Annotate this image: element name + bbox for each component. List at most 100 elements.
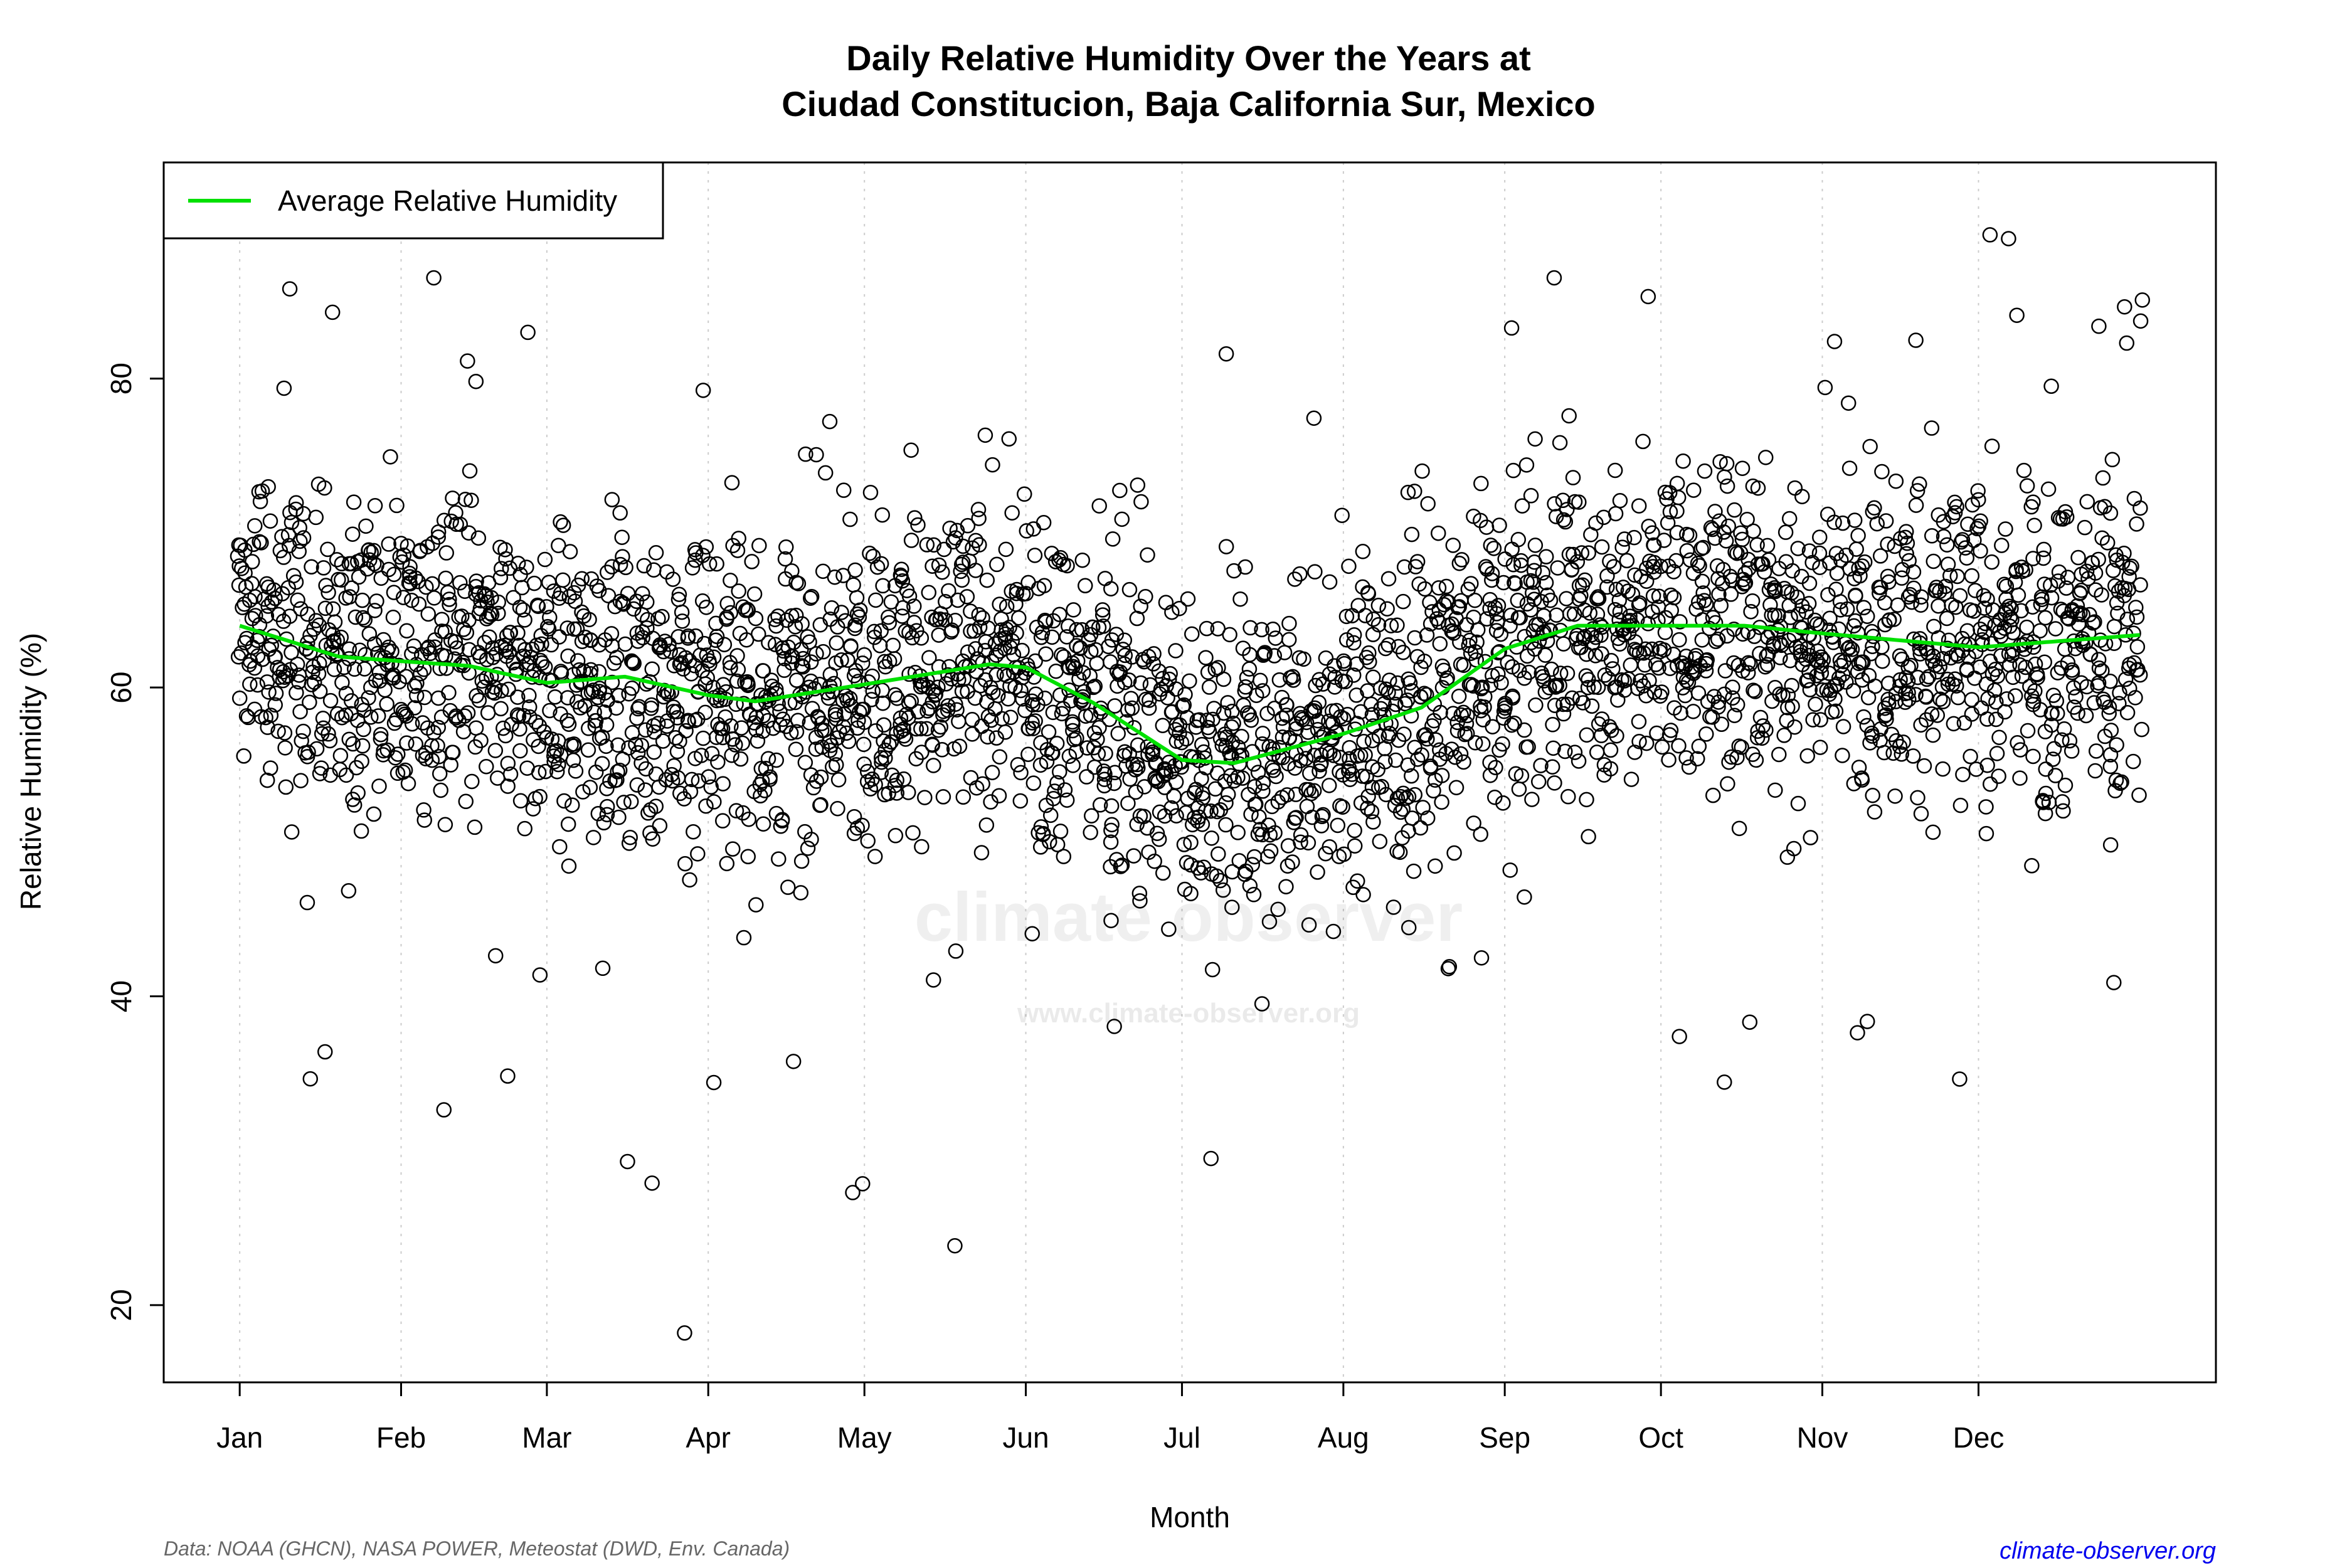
data-point [2043, 590, 2060, 606]
data-point [1045, 745, 1061, 761]
data-point [1627, 744, 1643, 760]
data-point [406, 678, 423, 694]
data-point [1087, 678, 1103, 694]
data-point [934, 742, 950, 758]
data-point [1698, 726, 1714, 742]
data-point [1391, 638, 1406, 655]
data-point [1122, 771, 1138, 787]
data-point [437, 817, 453, 832]
data-point [2025, 748, 2041, 765]
data-point [1719, 478, 1735, 494]
data-point [1852, 568, 1868, 584]
data-point [771, 851, 787, 867]
data-point [320, 726, 336, 742]
data-point [1293, 834, 1308, 850]
data-point [1877, 700, 1893, 716]
data-point [396, 547, 412, 563]
data-point [1691, 738, 1707, 755]
data-point [1216, 671, 1232, 687]
data-point [376, 743, 391, 759]
data-point [1929, 707, 1946, 723]
data-point [1784, 698, 1800, 714]
data-point [698, 798, 714, 814]
data-point [1761, 552, 1777, 568]
data-point [1533, 758, 1549, 773]
data-point [1671, 632, 1687, 648]
data-point [325, 601, 341, 617]
data-point [302, 1071, 319, 1087]
data-point [1622, 608, 1638, 624]
data-point [1835, 748, 1850, 763]
data-point [914, 839, 930, 855]
data-point [430, 529, 447, 545]
data-point [1253, 672, 1268, 689]
data-point [1841, 639, 1858, 655]
data-point [992, 596, 1007, 612]
data-point [2102, 673, 2118, 689]
data-point [282, 608, 298, 624]
data-point [2018, 562, 2033, 578]
data-point [1243, 712, 1259, 728]
data-point [1092, 797, 1108, 813]
data-point [875, 578, 891, 594]
data-point [1771, 746, 1787, 763]
data-point [1201, 679, 1217, 695]
site-link[interactable]: climate-observer.org [2000, 1538, 2216, 1564]
data-point [411, 596, 427, 612]
data-point [252, 494, 268, 509]
data-point [678, 723, 694, 739]
data-point [1803, 830, 1818, 845]
data-point [577, 698, 593, 714]
data-point [288, 495, 304, 511]
data-point [291, 543, 307, 559]
data-point [452, 575, 468, 591]
data-point [1559, 665, 1576, 681]
data-point [245, 554, 260, 569]
data-point [1833, 658, 1849, 674]
data-point [484, 684, 501, 700]
data-point [1859, 608, 1875, 625]
data-point [1379, 601, 1395, 617]
data-point [1047, 783, 1062, 799]
data-point [2062, 733, 2078, 749]
data-point [1469, 634, 1485, 650]
data-point [1254, 736, 1271, 752]
data-point [740, 849, 756, 865]
data-point [724, 747, 739, 763]
data-point [1287, 810, 1303, 826]
data-point [2057, 777, 2074, 793]
data-point [460, 353, 475, 369]
data-point [2047, 768, 2063, 783]
data-point [856, 647, 872, 663]
data-point [1027, 653, 1043, 669]
data-point [312, 766, 328, 781]
plot-frame [162, 161, 2217, 1384]
data-point [1679, 543, 1695, 559]
data-point [510, 625, 526, 641]
data-point [317, 1044, 333, 1060]
data-point [1641, 518, 1656, 534]
data-point [1644, 641, 1660, 657]
data-point [1661, 752, 1677, 768]
data-point [1266, 763, 1281, 778]
data-point [1717, 1074, 1732, 1090]
data-point [1913, 597, 1929, 613]
data-point [1538, 549, 1554, 564]
data-point [415, 748, 431, 763]
data-point [906, 615, 922, 630]
data-point [2038, 761, 2054, 777]
data-point [231, 691, 248, 706]
data-point [1133, 598, 1148, 614]
data-point [470, 530, 487, 546]
data-point [1141, 700, 1157, 716]
data-point [1042, 834, 1057, 850]
data-point [481, 608, 497, 625]
data-point [1124, 700, 1140, 716]
data-point [341, 883, 357, 899]
data-point [1364, 696, 1379, 712]
data-point [598, 738, 614, 755]
data-point [1209, 803, 1225, 820]
data-point [1826, 334, 1843, 349]
data-point [1033, 819, 1049, 835]
data-point [1602, 742, 1619, 758]
